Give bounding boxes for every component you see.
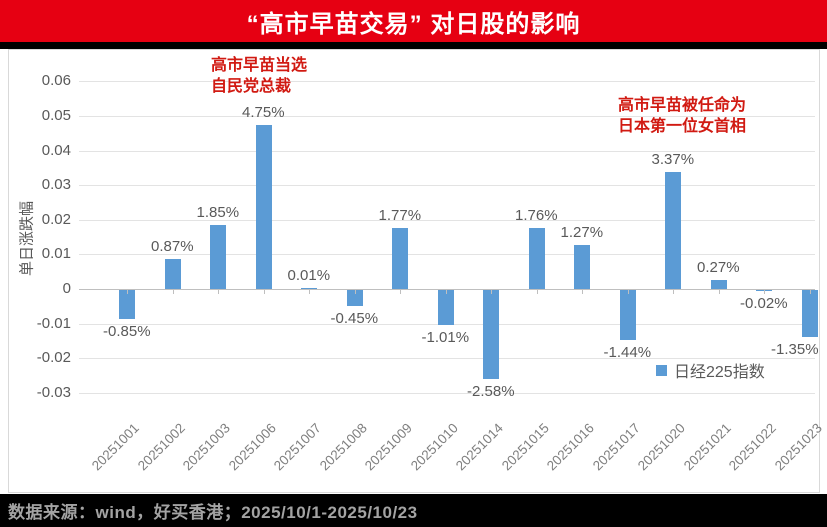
y-axis-tick-label: 0.03	[41, 176, 71, 194]
bar	[619, 290, 636, 340]
bar	[483, 290, 499, 380]
bar	[164, 258, 181, 289]
gridline	[79, 219, 815, 221]
bar-value-label: -1.35%	[771, 340, 819, 358]
bar-value-label: -1.44%	[603, 343, 652, 361]
y-axis-title: 单日涨跌幅	[18, 201, 36, 277]
bar	[574, 245, 590, 289]
category-axis-tick	[673, 290, 674, 294]
bar-value-label: -2.58%	[467, 383, 515, 401]
bar-value-label: 0.01%	[287, 267, 331, 284]
bar-value-label: 4.75%	[242, 103, 285, 121]
gridline	[79, 116, 815, 117]
annotation-line: 自民党总裁	[211, 78, 292, 95]
page-title: “高市早苗交易” 对日股的影响	[246, 10, 581, 38]
y-axis-tick-label: 0.01	[41, 245, 71, 263]
annotation-line: 高市早苗被任命为	[618, 97, 747, 114]
y-axis-tick-label: 0.02	[41, 210, 71, 228]
category-axis-tick	[809, 290, 811, 294]
bar	[710, 279, 727, 289]
gridline	[79, 254, 815, 256]
category-axis-tick	[172, 290, 174, 294]
annotation-takaichi-pm: 高市早苗被任命为 日本第一位女首相	[618, 95, 746, 137]
bar	[301, 288, 317, 289]
bar-value-label: 1.85%	[196, 203, 240, 221]
gridline	[79, 392, 815, 394]
bar	[801, 290, 818, 337]
legend: 日经225指数	[656, 358, 765, 382]
bar	[119, 290, 135, 320]
annotation-takaichi-ldp: 高市早苗当选 自民党总裁	[211, 55, 307, 97]
footer-bar: 数据来源：wind，好买香港；2025/10/1-2025/10/23	[0, 494, 827, 527]
bar	[255, 124, 272, 289]
bar	[437, 290, 454, 325]
category-axis-tick	[309, 290, 310, 294]
bar-value-label: 3.37%	[651, 151, 695, 169]
category-axis-tick	[627, 290, 629, 294]
legend-label: 日经225指数	[674, 364, 765, 381]
bar	[346, 290, 363, 306]
y-axis-tick-label: -0.03	[36, 383, 71, 401]
y-axis-tick-label: 0.06	[41, 72, 71, 90]
bar-value-label: -0.02%	[740, 295, 788, 312]
divider-strip	[0, 42, 827, 49]
legend-swatch-icon	[656, 364, 667, 376]
bar	[392, 227, 408, 289]
bar	[528, 228, 545, 289]
zero-axis-line	[79, 289, 815, 290]
category-axis-tick	[400, 290, 401, 294]
category-axis-tick	[718, 290, 720, 294]
chart-card: 单日涨跌幅 日经225指数 0.06 0.05 0.04 0.03 0.02 0.01 0 -…	[8, 49, 824, 493]
gridline	[79, 81, 815, 83]
gridline	[79, 185, 815, 187]
y-axis-tick-label: -0.02	[36, 349, 71, 367]
header-bar: “高市早苗交易” 对日股的影响	[0, 0, 827, 42]
bar	[665, 172, 681, 289]
bar-value-label: -0.45%	[330, 309, 379, 327]
bar-value-label: 0.87%	[151, 237, 194, 255]
category-axis-tick	[582, 290, 583, 294]
y-axis-tick-label: -0.01	[36, 314, 71, 332]
y-axis-tick-label: 0.04	[41, 141, 71, 159]
category-axis-tick	[764, 290, 765, 294]
category-axis-tick	[354, 290, 356, 294]
gridline	[79, 150, 815, 152]
annotation-line: 日本第一位女首相	[618, 118, 747, 135]
footer-source-text: 数据来源：wind，好买香港；2025/10/1-2025/10/23	[8, 503, 418, 522]
bar-value-label: 1.27%	[560, 224, 604, 242]
bar-value-label: 0.27%	[697, 258, 740, 276]
category-axis-tick	[127, 290, 128, 294]
bar-value-label: -1.01%	[421, 328, 470, 346]
annotation-line: 高市早苗当选	[211, 57, 308, 74]
category-axis-tick	[263, 290, 265, 294]
category-axis-tick	[536, 290, 538, 294]
category-axis-tick	[218, 290, 219, 294]
category-axis-tick	[445, 290, 447, 294]
bar	[210, 224, 226, 289]
bar-value-label: 1.77%	[378, 206, 422, 224]
category-axis-tick	[491, 290, 492, 294]
bar-value-label: 1.76%	[515, 207, 558, 225]
y-axis-tick-label: 0	[62, 280, 71, 297]
bar-value-label: -0.85%	[103, 323, 151, 341]
gridline	[79, 358, 815, 360]
y-axis-tick-label: 0.05	[41, 107, 71, 124]
